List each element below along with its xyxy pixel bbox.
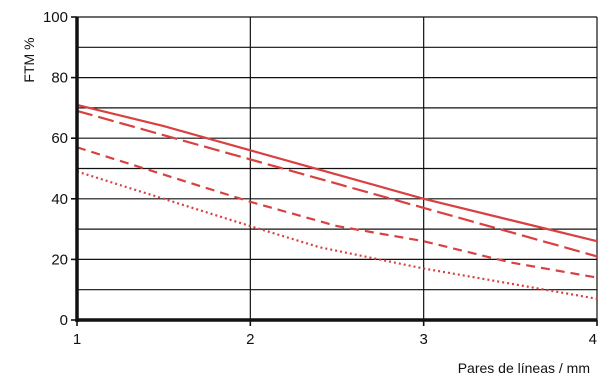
y-tick-label: 60 — [51, 130, 68, 147]
y-tick-label: 80 — [51, 70, 68, 87]
y-tick-label: 0 — [60, 312, 68, 329]
y-tick-label: 100 — [43, 9, 68, 26]
x-tick-label: 3 — [419, 331, 427, 348]
series-line-2 — [76, 109, 598, 258]
y-tick-label: 40 — [51, 191, 68, 208]
axes — [71, 16, 598, 326]
series-line-1 — [76, 103, 598, 243]
x-tick-label: 4 — [589, 331, 597, 348]
x-tick-label: 2 — [246, 331, 254, 348]
y-axis-label: FTM % — [21, 37, 37, 82]
series-lines — [76, 103, 598, 300]
x-axis-label: Pares de líneas / mm — [458, 360, 590, 376]
y-tick-label: 20 — [51, 251, 68, 268]
x-tick-label: 1 — [73, 331, 81, 348]
series-line-4 — [76, 170, 598, 300]
grid — [77, 16, 598, 320]
series-line-3 — [76, 146, 598, 279]
tick-labels: 0 20 40 60 80 100 1 2 3 4 — [43, 9, 597, 348]
